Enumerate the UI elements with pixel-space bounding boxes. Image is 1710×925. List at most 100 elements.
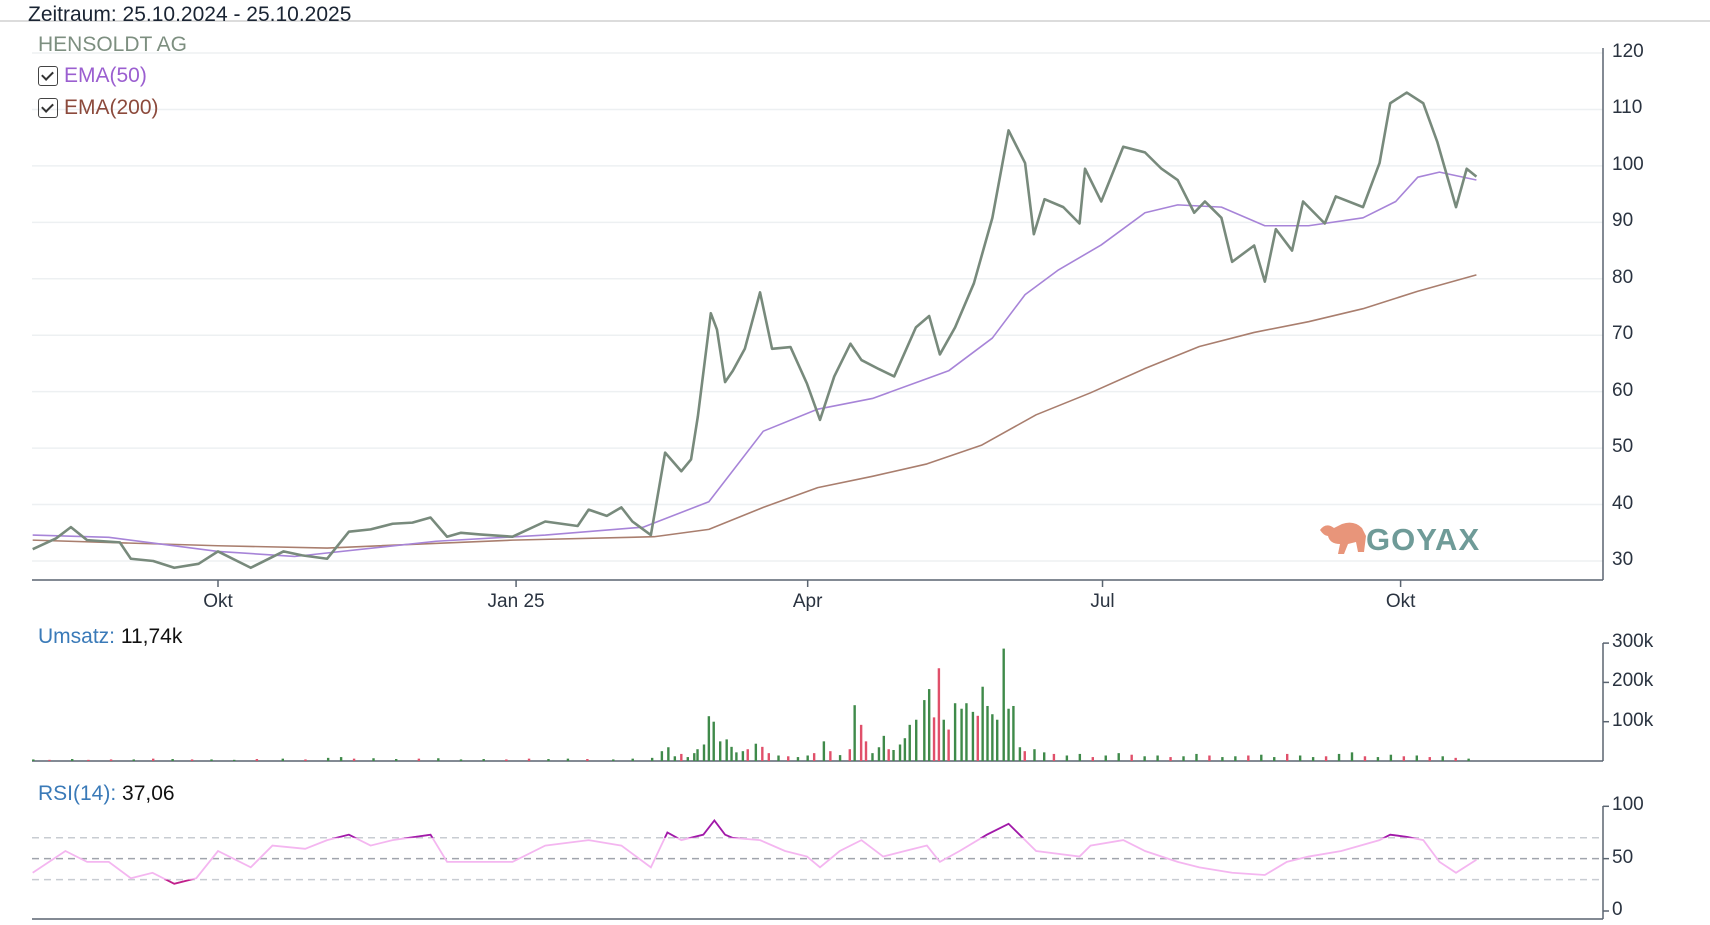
y-tick-label: 80 [1612, 266, 1634, 288]
legend-ema200[interactable]: EMA(200) [38, 96, 159, 120]
volume-bar [109, 759, 113, 761]
volume-bar [1143, 756, 1146, 761]
rsi-value: 37,06 [122, 782, 175, 805]
volume-bar [937, 668, 941, 761]
volume-bar [233, 759, 236, 761]
volume-bar [892, 749, 895, 761]
volume-bar [859, 724, 863, 761]
volume-bar [505, 759, 508, 761]
volume-bar [680, 753, 683, 761]
volume-bar [864, 741, 868, 761]
volume-bar [965, 703, 968, 761]
volume-bar [796, 757, 800, 761]
volume-bar [822, 741, 826, 761]
volume-bar [1104, 755, 1107, 761]
volume-bar [686, 757, 689, 761]
volume-bar [1091, 757, 1094, 761]
volume-bar [903, 738, 907, 761]
volume-bar [991, 714, 994, 761]
volume-bar [1363, 756, 1367, 761]
volume-label: Umsatz: [38, 625, 116, 648]
volume-bar [725, 739, 728, 761]
volume-bar [482, 759, 485, 761]
volume-bar [960, 708, 963, 761]
volume-bar [1195, 753, 1198, 761]
rsi-header: RSI(14): 37,06 [38, 782, 175, 806]
y-tick-label: 50 [1612, 436, 1634, 458]
x-tick-label: Okt [203, 591, 233, 612]
volume-bar [898, 744, 902, 761]
volume-bar [1156, 755, 1159, 761]
ema200-line [32, 274, 1477, 549]
y-tick-label: 110 [1612, 97, 1643, 119]
volume-bar [395, 759, 398, 761]
volume-bar [1247, 755, 1250, 761]
x-tick-label: Jan 25 [487, 591, 545, 612]
rsi-line [32, 818, 1477, 885]
volume-bar [1273, 757, 1276, 761]
volume-bar [1350, 752, 1354, 761]
volume-bar [761, 746, 764, 761]
volume-bar [812, 753, 816, 761]
volume-bar [976, 715, 979, 761]
volume-bar [1012, 705, 1015, 761]
volume-bar [152, 758, 155, 761]
volume-bar [547, 759, 550, 761]
volume-bar [1415, 755, 1418, 761]
volume-bar [887, 749, 890, 761]
volume-bar [696, 749, 699, 761]
volume-bar [693, 753, 696, 761]
volume-bar [1467, 758, 1470, 761]
volume-bar [660, 751, 664, 761]
volume-bar [908, 724, 911, 761]
volume-bar [927, 689, 931, 761]
volume-bar [87, 759, 90, 761]
volume-bars [32, 642, 1609, 762]
volume-bar [829, 751, 832, 761]
y-tick-label: 40 [1612, 492, 1634, 514]
ema50-checkbox[interactable] [38, 66, 58, 87]
volume-bar [1208, 755, 1211, 761]
volume-bar [48, 759, 51, 761]
volume-bar [1033, 749, 1036, 761]
legend-ema50[interactable]: EMA(50) [38, 64, 147, 88]
rsi-tick-label: 50 [1612, 846, 1634, 868]
volume-bar [1007, 708, 1010, 761]
volume-bar [1376, 757, 1380, 761]
volume-bar [1052, 753, 1056, 761]
volume-bar [1130, 754, 1133, 761]
volume-bar [877, 747, 881, 761]
instrument-name: HENSOLDT AG [38, 33, 187, 56]
volume-bar [190, 759, 194, 761]
x-tick-label: Okt [1385, 591, 1416, 612]
volume-bar [932, 717, 936, 761]
price-grid [32, 52, 1603, 562]
volume-bar [1234, 756, 1237, 761]
ema200-checkbox[interactable] [38, 98, 58, 119]
volume-tick-label: 200k [1612, 670, 1654, 692]
volume-bar [996, 719, 999, 761]
volume-bar [352, 758, 356, 761]
ema200-label: EMA(200) [64, 96, 159, 119]
volume-bar [953, 703, 957, 761]
volume-bar [281, 758, 284, 761]
volume-value: 11,74k [120, 625, 183, 648]
price-axes [32, 48, 1604, 587]
volume-bar [1389, 754, 1393, 761]
volume-bar [586, 759, 589, 761]
volume-bar [986, 705, 989, 761]
volume-bar [1298, 755, 1302, 761]
volume-bar [882, 735, 886, 761]
y-tick-label: 100 [1612, 153, 1644, 175]
volume-bar [326, 757, 330, 761]
volume-bar [1402, 756, 1406, 761]
volume-bar [459, 759, 463, 761]
volume-bar [527, 758, 531, 761]
volume-bar [1337, 753, 1341, 761]
volume-bar [1441, 756, 1444, 761]
ema50-line [32, 171, 1477, 558]
volume-bar [566, 758, 570, 761]
y-tick-label: 90 [1612, 210, 1634, 232]
volume-bar [372, 758, 375, 761]
